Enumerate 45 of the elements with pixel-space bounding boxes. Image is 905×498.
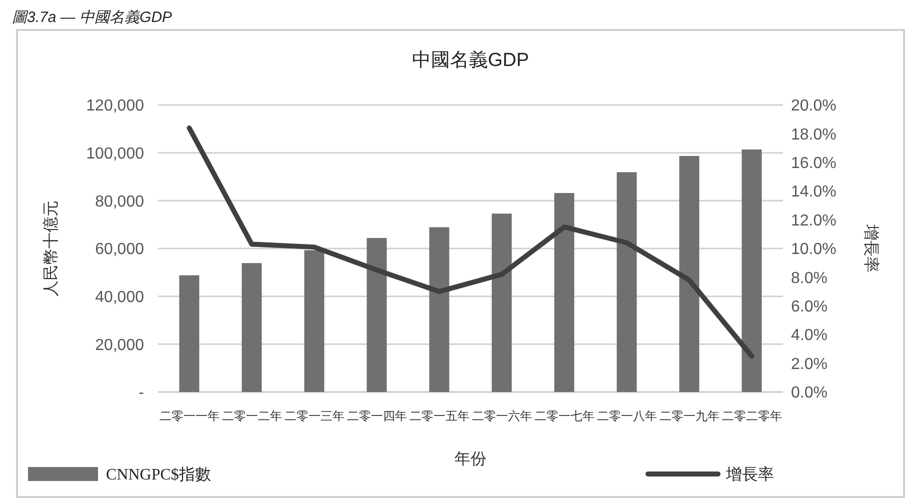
x-tick-label: 二零一二年 [222,409,282,423]
y2-tick-label: 2.0% [791,356,828,373]
x-axis-title: 年份 [454,451,486,468]
x-tick-label: 二零二零年 [722,409,782,423]
y2-tick-label: 4.0% [791,327,828,344]
y2-tick-label: 12.0% [791,212,836,230]
bar [492,214,512,392]
y2-tick-label: 8.0% [791,270,828,287]
legend-label: CNNGPC$指數 [106,466,211,484]
bar [679,156,700,392]
y-tick-label: 100,000 [86,145,144,162]
y-axis-title: 人民幣十億元 [42,200,60,296]
bar [242,263,262,392]
bar [179,275,200,392]
y2-tick-label: 0.0% [791,384,828,402]
bar [366,238,387,392]
legend-label: 增長率 [725,466,774,484]
y-tick-label: 80,000 [95,193,144,210]
y2-axis-title: 增長率 [862,224,880,272]
bar [616,172,637,392]
y-tick-label: 120,000 [86,98,144,115]
caption: 圖3.7a — 中國名義GDP [12,9,172,26]
bar [304,250,324,392]
y-tick-label: 20,000 [95,336,144,354]
y2-tick-label: 18.0% [791,126,836,144]
chart-title: 中國名義GDP [412,50,530,71]
x-tick-label: 二零一一年 [159,409,220,423]
y2-tick-label: 10.0% [791,241,836,258]
x-tick-label: 二零一八年 [596,409,657,423]
x-tick-label: 二零一九年 [659,409,720,423]
y2-tick-label: 16.0% [791,155,836,172]
x-tick-label: 二零一七年 [534,409,594,423]
y2-tick-label: 6.0% [791,298,828,316]
y2-tick-label: 20.0% [791,98,836,115]
bar [554,193,574,392]
y-tick-label: 60,000 [95,241,144,258]
y-tick-label: - [138,384,144,402]
bar [429,227,450,392]
x-tick-label: 二零一四年 [346,409,407,423]
x-tick-label: 二零一五年 [409,409,470,423]
y-tick-label: 40,000 [95,288,144,306]
bar [742,149,762,392]
x-tick-label: 二零一六年 [472,409,532,423]
x-tick-label: 二零一三年 [284,409,344,423]
y2-tick-label: 14.0% [791,184,836,201]
